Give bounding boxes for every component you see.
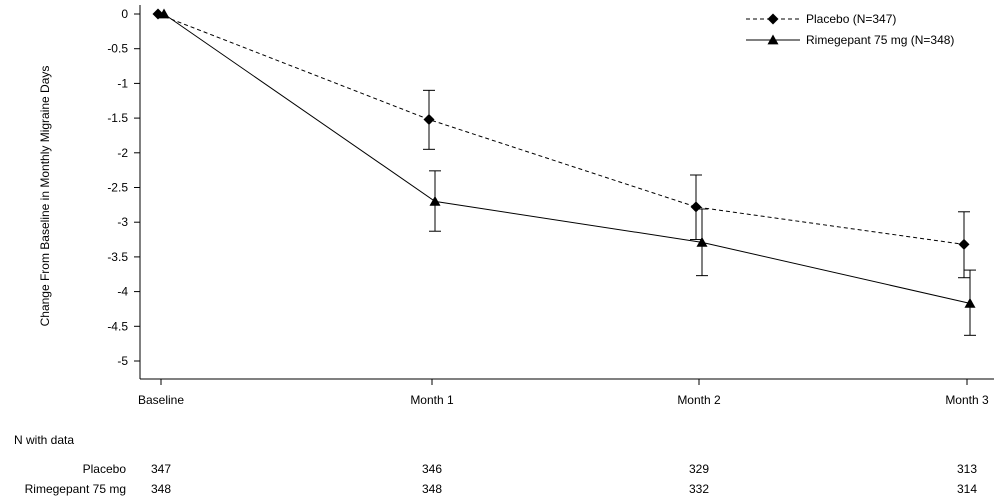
triangle-marker (158, 8, 170, 19)
n-table-cell: 347 (150, 462, 172, 476)
n-table-cell: 348 (421, 482, 443, 496)
y-tick-label: -3.5 (107, 250, 128, 264)
y-tick-label: -2.5 (107, 181, 128, 195)
series-placebo (152, 8, 970, 279)
y-tick-label: -1 (117, 76, 128, 90)
diamond-marker (690, 201, 702, 213)
triangle-marker (767, 34, 779, 45)
y-tick-label: -4 (117, 285, 128, 299)
n-table-cell: 348 (150, 482, 172, 496)
legend-label: Rimegepant 75 mg (N=348) (806, 33, 954, 47)
y-tick-label: -2 (117, 146, 128, 160)
n-table-cell: 346 (421, 462, 443, 476)
triangle-marker (696, 236, 708, 247)
y-tick-label: -0.5 (107, 42, 128, 56)
diamond-marker (958, 238, 970, 250)
legend-label: Placebo (N=347) (806, 12, 896, 26)
n-with-data-table: N with data Placebo 347 346 329 313 Rime… (0, 430, 1000, 500)
n-table-title: N with data (14, 433, 75, 447)
x-tick-label: Baseline (138, 393, 184, 407)
series-line (163, 13, 971, 304)
y-tick-label: -3 (117, 215, 128, 229)
x-tick-label: Month 3 (945, 393, 989, 407)
n-table-cell: 313 (956, 462, 978, 476)
n-table-cell: 332 (688, 482, 710, 496)
diamond-marker (767, 13, 779, 25)
n-table-cell: 329 (688, 462, 710, 476)
y-tick-label: -4.5 (107, 319, 128, 333)
line-chart: 0 -0.5 -1 -1.5 -2 -2.5 -3 -3.5 -4 -4.5 -5 Baseline M… (38, 5, 994, 407)
n-table-row-label: Placebo (82, 462, 126, 476)
y-tick-label: -1.5 (107, 111, 128, 125)
series-line (157, 13, 965, 245)
diamond-marker (423, 113, 435, 125)
y-axis-title: Change From Baseline in Monthly Migraine… (38, 66, 52, 327)
triangle-marker (964, 297, 976, 308)
triangle-marker (429, 195, 441, 206)
series-rimegepant (158, 8, 976, 336)
x-tick-label: Month 1 (410, 393, 454, 407)
n-table-cell: 314 (956, 482, 978, 496)
x-tick-label: Month 2 (677, 393, 721, 407)
y-tick-label: -5 (117, 354, 128, 368)
y-tick-label: 0 (121, 7, 128, 21)
n-table-row-label: Rimegepant 75 mg (24, 482, 126, 496)
